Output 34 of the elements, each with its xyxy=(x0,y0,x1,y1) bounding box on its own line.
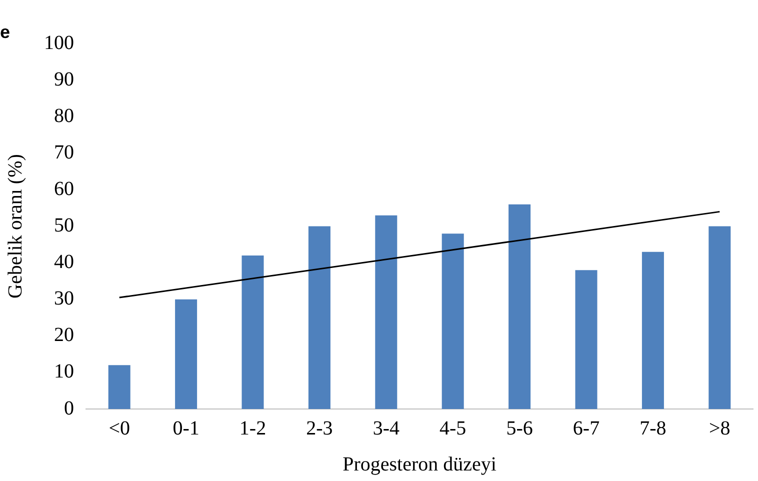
y-tick-label: 70 xyxy=(54,141,74,164)
y-tick-label: 50 xyxy=(54,214,74,237)
bar xyxy=(375,215,398,409)
bar xyxy=(442,234,464,409)
x-axis-title: Progesteron düzeyi xyxy=(342,453,497,476)
y-tick-label: 40 xyxy=(54,251,74,274)
y-tick-label: 0 xyxy=(64,397,74,420)
y-tick-label: 30 xyxy=(54,288,74,310)
x-tick-label: 1-2 xyxy=(239,417,266,440)
x-tick-label: 5-6 xyxy=(506,417,533,440)
bar xyxy=(242,256,264,409)
bar xyxy=(508,204,531,409)
x-tick-label: 2-3 xyxy=(306,417,333,440)
y-tick-label: 20 xyxy=(54,324,74,346)
y-tick-label: 10 xyxy=(54,360,74,383)
y-tick-label: 80 xyxy=(54,104,74,127)
x-tick-label: 7-8 xyxy=(640,417,666,440)
x-tick-label: 4-5 xyxy=(440,417,466,440)
bar xyxy=(108,365,130,409)
x-tick-label: 3-4 xyxy=(372,417,400,440)
chart-title: e xyxy=(0,22,10,42)
x-tick-label: <0 xyxy=(108,417,130,440)
x-tick-label: >8 xyxy=(709,417,730,440)
y-tick-label: 60 xyxy=(54,178,74,200)
bar xyxy=(642,252,664,409)
bar xyxy=(708,226,731,409)
x-tick-label: 0-1 xyxy=(172,417,200,440)
y-axis-title: Gebelik oranı (%) xyxy=(4,154,26,298)
y-tick-label: 90 xyxy=(54,68,74,90)
y-tick-label: 100 xyxy=(44,32,74,54)
bar xyxy=(575,270,598,409)
bar xyxy=(308,226,330,409)
x-tick-label: 6-7 xyxy=(572,417,600,440)
bar xyxy=(175,299,198,409)
